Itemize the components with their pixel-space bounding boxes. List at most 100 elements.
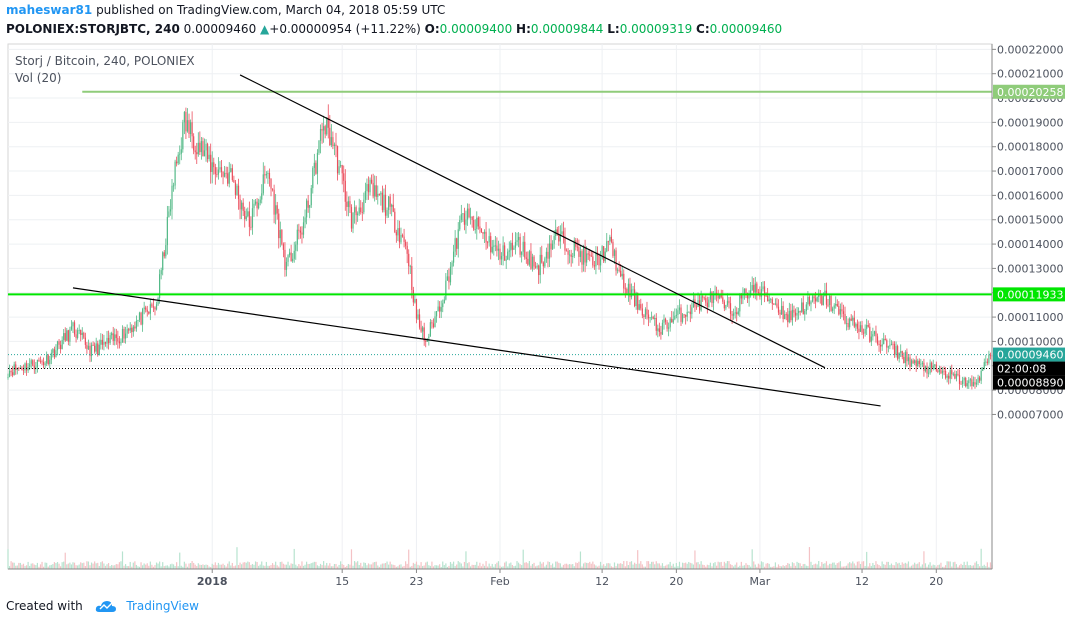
- volume-bar: [921, 564, 923, 569]
- volume-bar: [8, 566, 11, 569]
- candle-body: [606, 241, 608, 252]
- volume-bar: [678, 561, 681, 569]
- volume-bar: [53, 562, 56, 569]
- volume-bar: [513, 566, 515, 569]
- volume-bar: [468, 562, 470, 569]
- candle-body: [629, 283, 631, 298]
- candle-body: [646, 309, 648, 315]
- volume-bar: [124, 564, 127, 569]
- volume-bar: [841, 566, 843, 569]
- candle-body: [435, 311, 438, 317]
- volume-bar: [245, 562, 247, 569]
- volume-bar: [798, 562, 800, 569]
- volume-bar: [177, 566, 179, 569]
- volume-bar: [856, 561, 858, 569]
- volume-bar: [641, 564, 643, 569]
- candle-body: [44, 363, 46, 365]
- volume-bar: [420, 562, 422, 569]
- volume-bar: [698, 564, 701, 569]
- volume-bar: [836, 563, 838, 569]
- volume-bar: [524, 562, 526, 569]
- volume-bar: [288, 565, 291, 569]
- candle-body: [511, 242, 513, 250]
- candle-body: [95, 343, 97, 352]
- price-chart[interactable]: 0.000220000.000210000.000200000.00019000…: [0, 0, 1067, 594]
- volume-bar: [711, 566, 713, 569]
- tradingview-logo-icon: [95, 601, 116, 612]
- tradingview-brand-link[interactable]: TradingView: [126, 599, 199, 613]
- volume-bar: [569, 564, 571, 569]
- volume-bar: [880, 566, 882, 569]
- candle-body: [630, 289, 633, 298]
- x-tick-label: 15: [335, 575, 349, 588]
- candle-body: [256, 201, 258, 209]
- candle-body: [479, 226, 481, 229]
- candle-body: [61, 339, 63, 350]
- candle-body: [867, 324, 869, 327]
- trendline[interactable]: [72, 287, 881, 407]
- trendline[interactable]: [239, 74, 826, 369]
- candle-body: [765, 295, 767, 297]
- candle-body: [38, 359, 40, 362]
- volume-bar: [931, 565, 933, 569]
- candle-body: [67, 330, 69, 342]
- volume-bar: [340, 561, 342, 569]
- volume-bar: [262, 565, 264, 569]
- volume-bar: [555, 561, 557, 569]
- volume-bar: [586, 562, 588, 569]
- volume-bar: [148, 565, 150, 569]
- candle-body: [723, 301, 725, 309]
- candle-body: [621, 273, 623, 277]
- volume-bar: [210, 566, 212, 569]
- time-axis[interactable]: 2018 15 23 Feb 12 20 Mar 12 20: [197, 569, 943, 588]
- candle-body: [940, 369, 942, 374]
- candle-body: [231, 168, 233, 181]
- candle-body: [180, 149, 182, 154]
- price-label-box: [993, 84, 1065, 99]
- volume-bar: [46, 562, 48, 569]
- candle-body: [932, 365, 934, 368]
- volume-bar: [315, 561, 317, 569]
- volume-bar: [285, 564, 288, 569]
- candle-body: [938, 369, 940, 372]
- last-price: 0.00009460: [183, 22, 257, 36]
- candle-body: [321, 128, 323, 131]
- trendlines[interactable]: [72, 74, 881, 407]
- candle-body: [934, 364, 936, 366]
- candle-body: [199, 142, 201, 153]
- volume-bar: [598, 565, 600, 569]
- volume-bar: [818, 561, 820, 569]
- candle-body: [30, 360, 32, 364]
- candle-body: [912, 360, 914, 364]
- horizontal-levels[interactable]: [8, 90, 992, 369]
- volume-bar: [929, 562, 931, 569]
- volume-bar: [784, 566, 786, 569]
- volume-bar: [923, 551, 925, 569]
- volume-bar: [553, 566, 555, 569]
- volume-bar: [859, 564, 862, 569]
- candle-body: [610, 236, 612, 242]
- volume-bar: [290, 563, 292, 569]
- candle-body: [288, 252, 291, 256]
- candle-body: [270, 178, 272, 189]
- volume-bar: [375, 561, 377, 569]
- volume-bar: [483, 565, 486, 569]
- candle-body: [380, 192, 382, 195]
- price-label-text: 0.00011933: [997, 288, 1063, 301]
- candle-body: [90, 344, 93, 357]
- volume-bar: [166, 565, 168, 569]
- volume-bar: [335, 563, 337, 569]
- candle-body: [821, 295, 823, 305]
- volume-bar: [200, 564, 202, 569]
- candle-body: [228, 171, 230, 184]
- candle-body: [836, 303, 838, 307]
- author-name[interactable]: maheswar81: [6, 3, 93, 17]
- candle-body: [408, 253, 410, 267]
- volume-bar: [559, 563, 561, 569]
- candle-body: [807, 296, 809, 305]
- candle-body: [683, 314, 685, 316]
- volume-bar: [118, 562, 120, 569]
- ohlc-line: POLONIEX:STORJBTC, 240 0.00009460 ▲+0.00…: [6, 22, 782, 36]
- volume-bar: [319, 563, 322, 569]
- candle-body: [785, 314, 787, 316]
